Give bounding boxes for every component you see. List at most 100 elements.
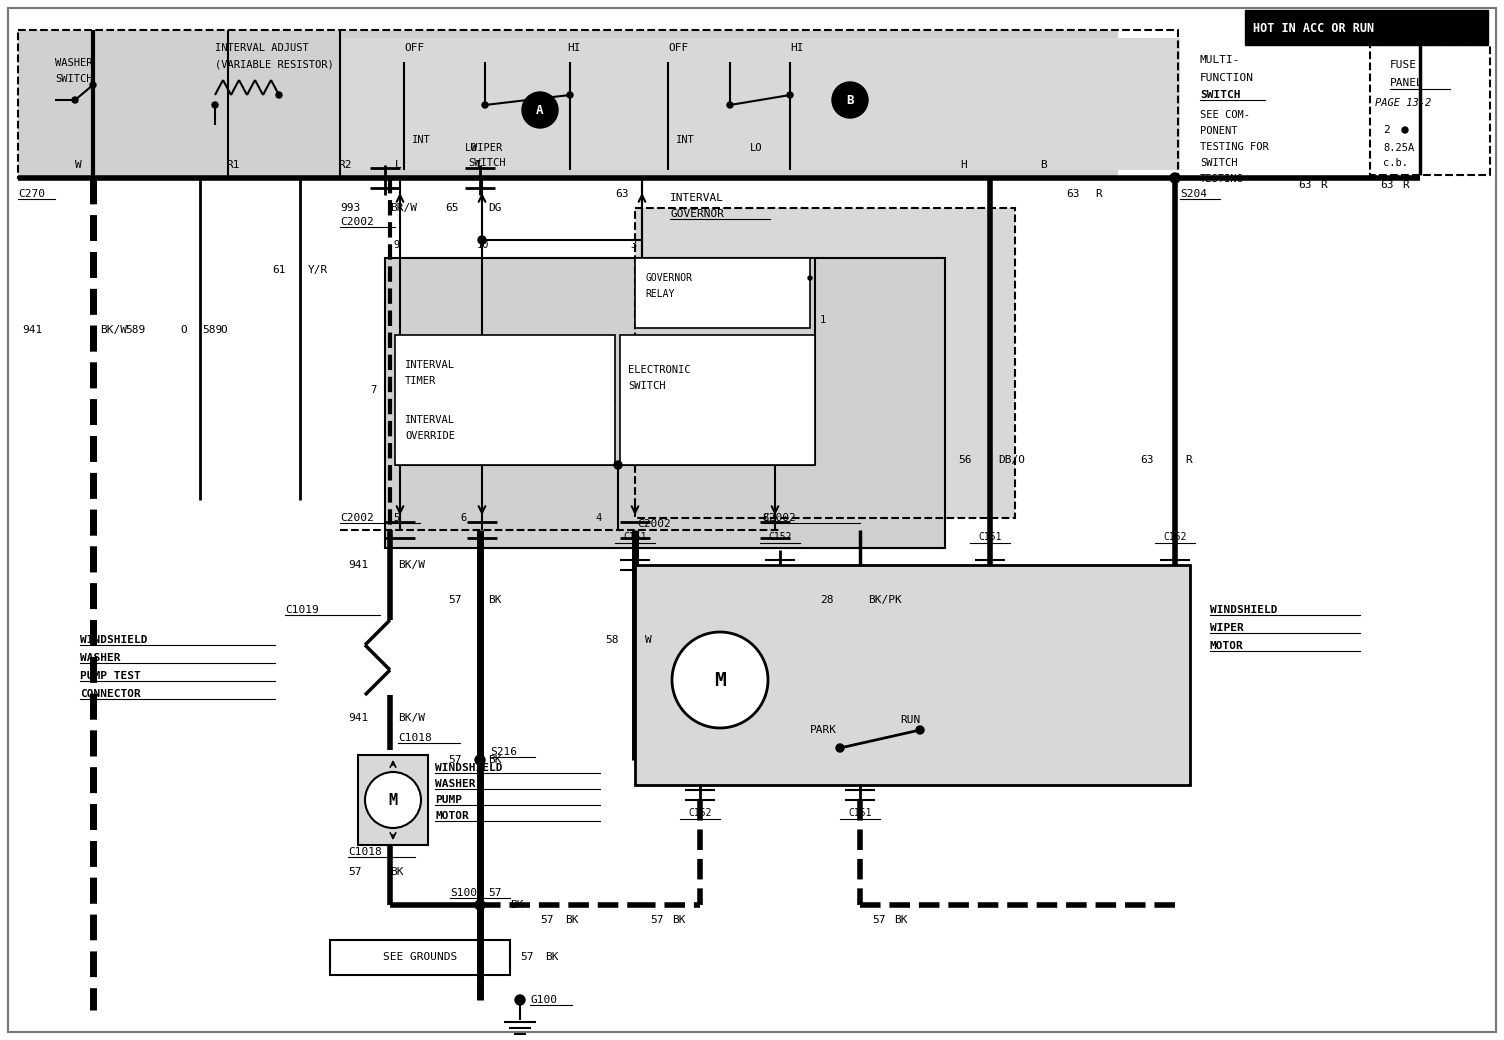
Text: 56: 56 — [958, 456, 972, 465]
Text: SWITCH: SWITCH — [1200, 158, 1238, 168]
Text: 10: 10 — [477, 240, 489, 250]
Text: INTERVAL ADJUST: INTERVAL ADJUST — [215, 43, 308, 53]
Circle shape — [1402, 127, 1408, 133]
Circle shape — [787, 92, 793, 98]
Text: INTERVAL: INTERVAL — [669, 193, 723, 203]
Text: C152: C152 — [689, 808, 711, 818]
Bar — [396, 335, 615, 465]
Text: WASHER: WASHER — [56, 58, 93, 68]
Bar — [385, 258, 945, 548]
Text: 9: 9 — [393, 240, 399, 250]
Bar — [635, 258, 811, 328]
Text: BK/W: BK/W — [399, 560, 426, 570]
Text: 57: 57 — [448, 595, 462, 605]
Text: 4: 4 — [596, 513, 602, 523]
Text: C1019: C1019 — [284, 605, 319, 615]
Text: CONNECTOR: CONNECTOR — [80, 690, 141, 699]
Text: 5: 5 — [393, 513, 399, 523]
Text: BR/W: BR/W — [390, 203, 417, 213]
Text: C151: C151 — [623, 532, 647, 542]
Bar — [1370, 45, 1490, 175]
Text: 57: 57 — [540, 915, 553, 925]
Circle shape — [475, 900, 484, 910]
Text: BK: BK — [566, 915, 579, 925]
Text: C2002: C2002 — [340, 217, 374, 227]
Text: 57: 57 — [448, 755, 462, 765]
Bar — [18, 30, 1178, 178]
Bar — [635, 565, 1190, 785]
Text: S216: S216 — [490, 747, 517, 757]
Text: c.b.: c.b. — [1384, 158, 1408, 168]
Circle shape — [672, 632, 769, 728]
Text: L: L — [396, 160, 402, 170]
Circle shape — [481, 102, 487, 108]
Text: 941: 941 — [347, 713, 368, 723]
Text: SWITCH: SWITCH — [1200, 90, 1241, 100]
Text: 57: 57 — [487, 888, 501, 898]
Text: O: O — [180, 326, 186, 335]
Text: 57: 57 — [520, 952, 534, 962]
Text: HI: HI — [790, 43, 803, 53]
Text: SWITCH: SWITCH — [468, 158, 505, 168]
Bar — [620, 335, 815, 465]
Circle shape — [475, 755, 484, 765]
Text: M: M — [714, 671, 726, 690]
Text: C152: C152 — [769, 532, 791, 542]
Text: INTERVAL: INTERVAL — [405, 360, 456, 370]
Text: 63: 63 — [1298, 180, 1311, 190]
Text: SEE COM-: SEE COM- — [1200, 110, 1250, 120]
Text: R: R — [1095, 189, 1102, 199]
Text: WINDSHIELD: WINDSHIELD — [435, 763, 502, 773]
Text: 6: 6 — [460, 513, 466, 523]
Circle shape — [478, 236, 486, 244]
Circle shape — [90, 82, 96, 88]
Text: PUMP: PUMP — [435, 795, 462, 805]
Text: INT: INT — [412, 135, 430, 145]
Text: 61: 61 — [272, 265, 286, 275]
Text: MOTOR: MOTOR — [435, 811, 469, 821]
Text: DG: DG — [487, 203, 501, 213]
Text: BK: BK — [487, 595, 501, 605]
Text: C1018: C1018 — [399, 733, 432, 743]
Text: S100: S100 — [450, 888, 477, 898]
Text: RELAY: RELAY — [645, 289, 674, 300]
Bar — [340, 38, 1181, 170]
Text: INT: INT — [675, 135, 695, 145]
Text: C2002: C2002 — [763, 513, 796, 523]
Text: R: R — [1321, 180, 1327, 190]
Text: C151: C151 — [848, 808, 872, 818]
Text: GOVERNOR: GOVERNOR — [645, 274, 692, 283]
Text: BK/PK: BK/PK — [868, 595, 902, 605]
Text: HI: HI — [567, 43, 581, 53]
Text: WINDSHIELD: WINDSHIELD — [1211, 605, 1277, 615]
Text: INTERVAL: INTERVAL — [405, 415, 456, 425]
Text: 1: 1 — [820, 315, 826, 326]
Text: R: R — [1402, 180, 1409, 190]
Text: BK: BK — [487, 755, 501, 765]
Text: R2: R2 — [338, 160, 352, 170]
Circle shape — [1170, 173, 1181, 183]
Text: 63: 63 — [1140, 456, 1154, 465]
Text: MOTOR: MOTOR — [1211, 641, 1244, 651]
Text: 63: 63 — [615, 189, 629, 199]
Text: OVERRIDE: OVERRIDE — [405, 431, 456, 441]
Text: Y/R: Y/R — [308, 265, 328, 275]
Circle shape — [212, 102, 218, 108]
Text: (VARIABLE RESISTOR): (VARIABLE RESISTOR) — [215, 59, 334, 69]
Text: TIMER: TIMER — [405, 376, 436, 386]
Text: WASHER: WASHER — [80, 653, 120, 664]
Text: B: B — [1039, 160, 1047, 170]
Circle shape — [832, 82, 868, 118]
Text: 589: 589 — [125, 326, 146, 335]
Text: H: H — [960, 160, 967, 170]
Text: PAGE 13-2: PAGE 13-2 — [1375, 98, 1432, 108]
Text: BK/W: BK/W — [399, 713, 426, 723]
Text: C2002: C2002 — [638, 519, 671, 529]
Text: ELECTRONIC: ELECTRONIC — [629, 365, 690, 375]
Text: 57: 57 — [872, 915, 886, 925]
Text: SWITCH: SWITCH — [629, 381, 665, 391]
Text: WIPER: WIPER — [1211, 623, 1244, 633]
Text: 589: 589 — [202, 326, 223, 335]
Circle shape — [522, 92, 558, 128]
Text: 941: 941 — [347, 560, 368, 570]
